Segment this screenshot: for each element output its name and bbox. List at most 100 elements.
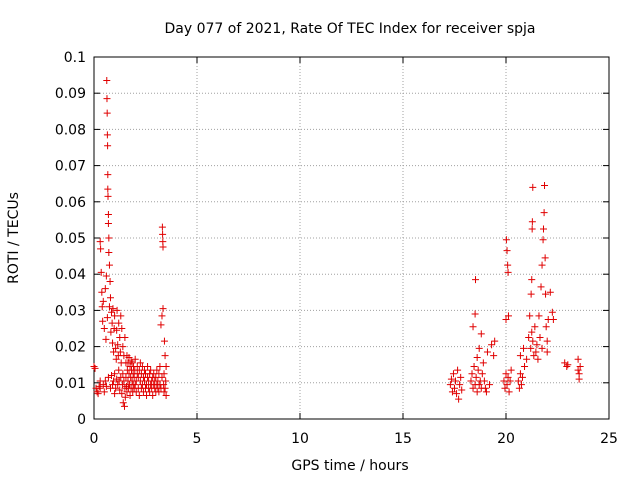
data-point xyxy=(162,363,170,371)
data-point xyxy=(107,328,115,336)
data-point xyxy=(136,359,144,367)
data-point xyxy=(103,131,111,139)
data-point xyxy=(517,381,525,389)
data-point xyxy=(143,391,151,399)
data-point xyxy=(491,337,499,345)
x-tick-label: 5 xyxy=(193,431,202,447)
data-point xyxy=(160,388,168,396)
data-point xyxy=(105,248,113,256)
data-point xyxy=(532,348,540,356)
data-point xyxy=(449,370,457,378)
data-point xyxy=(96,384,104,392)
data-point xyxy=(518,373,526,381)
data-point xyxy=(483,348,491,356)
data-point xyxy=(159,305,167,313)
data-point xyxy=(131,381,139,389)
data-point xyxy=(104,210,112,218)
data-point xyxy=(502,370,510,378)
data-point xyxy=(120,402,128,410)
data-points xyxy=(90,77,584,410)
data-point xyxy=(102,272,110,280)
data-point xyxy=(103,77,111,85)
data-point xyxy=(105,261,113,269)
y-tick-label: 0.06 xyxy=(55,195,86,211)
data-point xyxy=(576,363,584,371)
data-point xyxy=(96,238,104,246)
y-tick-label: 0.07 xyxy=(55,159,86,175)
data-point xyxy=(504,373,512,381)
data-point xyxy=(139,388,147,396)
data-point xyxy=(160,381,168,389)
data-point xyxy=(536,334,544,342)
data-point xyxy=(475,344,483,352)
data-point xyxy=(504,312,512,320)
data-point xyxy=(543,337,551,345)
data-point xyxy=(158,373,166,381)
data-point xyxy=(103,109,111,117)
x-tick-label: 25 xyxy=(600,431,618,447)
data-point xyxy=(116,386,124,394)
data-point xyxy=(472,373,480,381)
data-point xyxy=(104,192,112,200)
data-point xyxy=(467,377,475,385)
data-point xyxy=(103,95,111,103)
data-point xyxy=(502,315,510,323)
data-point xyxy=(121,393,129,401)
data-point xyxy=(523,355,531,363)
data-point xyxy=(113,326,121,334)
x-tick-label: 15 xyxy=(394,431,412,447)
data-point xyxy=(541,182,549,190)
data-point xyxy=(101,285,109,293)
data-point xyxy=(121,334,129,342)
data-point xyxy=(537,283,545,291)
data-point xyxy=(531,323,539,331)
data-point xyxy=(98,288,106,296)
data-point xyxy=(564,361,572,369)
data-point xyxy=(471,310,479,318)
data-point xyxy=(113,306,121,314)
y-tick-label: 0.01 xyxy=(55,376,86,392)
data-point xyxy=(515,384,523,392)
data-point xyxy=(506,377,514,385)
data-point xyxy=(539,236,547,244)
data-point xyxy=(158,223,166,231)
data-point xyxy=(95,382,103,390)
data-point xyxy=(106,277,114,285)
data-point xyxy=(99,297,107,305)
data-point xyxy=(533,341,541,349)
data-point xyxy=(99,317,107,325)
data-point xyxy=(501,384,509,392)
y-tick-label: 0.04 xyxy=(55,267,86,283)
data-point xyxy=(473,388,481,396)
data-point xyxy=(110,348,118,356)
data-point xyxy=(575,375,583,383)
data-point xyxy=(451,384,458,392)
data-point xyxy=(563,363,571,371)
data-point xyxy=(154,377,162,385)
data-point xyxy=(452,377,460,385)
data-point xyxy=(520,344,528,352)
data-point xyxy=(516,352,524,360)
data-point xyxy=(457,373,465,381)
data-point xyxy=(161,352,169,360)
data-point xyxy=(102,335,110,343)
data-point xyxy=(114,341,122,349)
data-point xyxy=(131,355,139,363)
y-tick-label: 0.03 xyxy=(55,303,86,319)
data-point xyxy=(540,209,548,217)
data-point xyxy=(104,185,112,193)
data-point xyxy=(152,373,160,381)
data-point xyxy=(99,381,107,389)
data-point xyxy=(448,388,456,396)
plot-frame xyxy=(93,56,610,420)
data-point xyxy=(455,395,463,403)
data-point xyxy=(478,370,486,378)
data-point xyxy=(454,366,462,374)
data-point xyxy=(475,381,483,389)
data-point xyxy=(115,319,123,327)
data-point xyxy=(159,243,167,251)
data-point xyxy=(525,334,533,342)
data-point xyxy=(470,363,478,371)
data-point xyxy=(530,352,538,360)
data-point xyxy=(521,363,529,371)
